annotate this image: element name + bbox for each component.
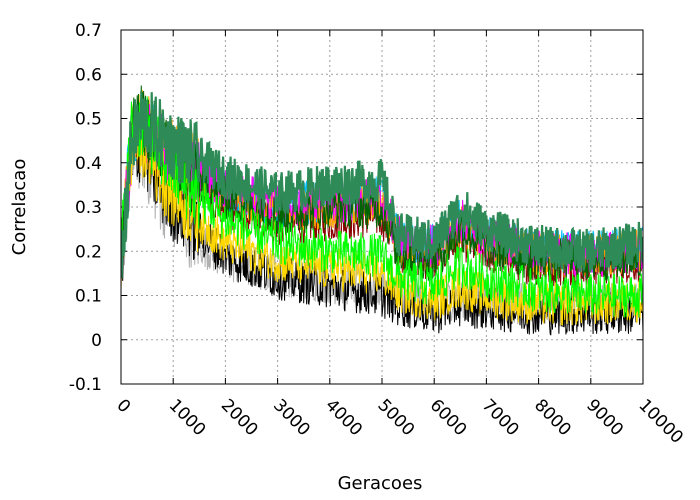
y-tick-label: 0.4: [75, 154, 102, 174]
x-tick-label: 1000: [165, 395, 210, 440]
y-tick-labels: -0.1 0 0.1 0.2 0.3 0.4 0.5 0.6 0.7: [69, 21, 102, 395]
x-tick-label: 2000: [217, 395, 262, 440]
x-tick-label: 0: [112, 395, 134, 417]
series-line: [121, 96, 643, 318]
x-tick-label: 10000: [634, 395, 686, 447]
x-tick-label: 6000: [426, 395, 471, 440]
y-tick-label: 0: [91, 331, 102, 351]
x-tick-labels: 0 1000 2000 3000 4000 5000 6000 7000 8000 9000 100…: [112, 395, 686, 447]
series-lines: [121, 85, 643, 336]
y-tick-label: 0.2: [75, 242, 102, 262]
y-tick-label: 0.3: [75, 198, 102, 218]
x-tick-label: 7000: [478, 395, 523, 440]
x-tick-label: 4000: [321, 395, 366, 440]
y-tick-label: 0.5: [75, 110, 102, 130]
x-tick-label: 8000: [530, 395, 575, 440]
x-tick-label: 5000: [373, 395, 418, 440]
y-tick-label: 0.1: [75, 287, 102, 307]
y-tick-label: 0.7: [75, 21, 102, 41]
y-tick-label: 0.6: [75, 65, 102, 85]
y-tick-label: -0.1: [69, 375, 102, 395]
series-line: [121, 110, 643, 326]
x-axis-title: Geracoes: [338, 473, 423, 494]
series-line: [121, 91, 643, 279]
x-tick-label: 9000: [582, 395, 627, 440]
x-tick-label: 3000: [269, 395, 314, 440]
plot-frame: [120, 29, 644, 385]
y-axis-title: Correlacao: [9, 159, 30, 256]
